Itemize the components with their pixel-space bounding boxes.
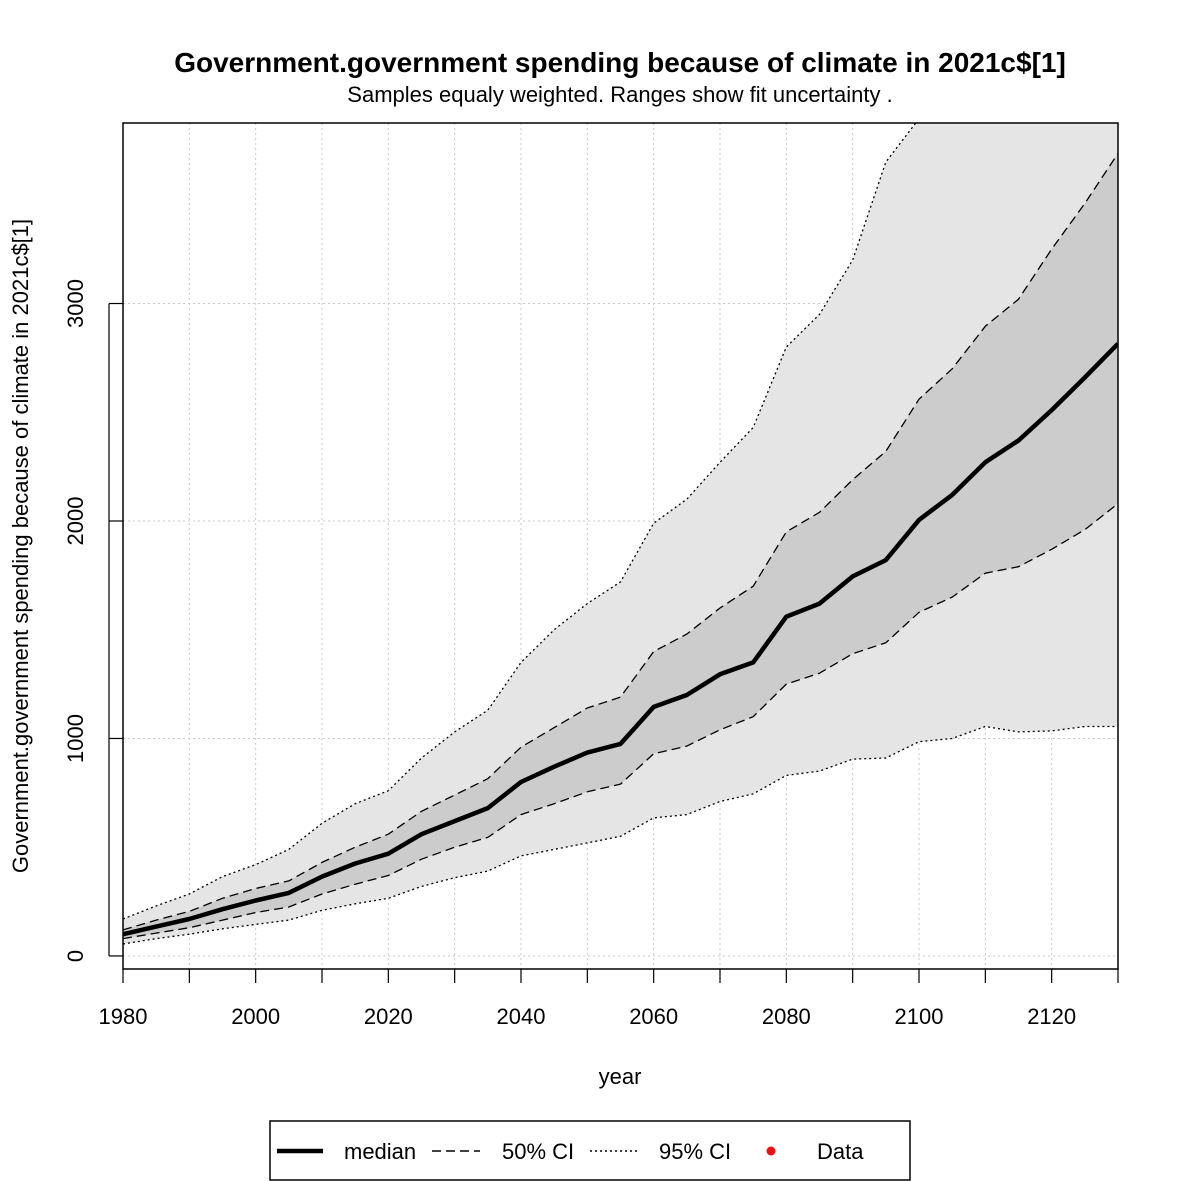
y-axis: 0 1000 2000 3000 [63,279,123,962]
legend-data-label: Data [817,1139,864,1164]
y-tick-label: 0 [63,950,88,962]
x-tick-label: 1980 [99,1004,148,1029]
legend-data-swatch [766,1146,776,1156]
chart-title: Government.government spending because o… [174,47,1066,78]
plot-frame [122,122,1119,970]
series-50ci-line [123,153,1118,931]
legend-95ci-label: 95% CI [659,1139,731,1164]
ci-bands [123,123,1118,944]
x-axis-label: year [599,1064,642,1089]
x-tick-label: 2100 [895,1004,944,1029]
x-tick-label: 2080 [762,1004,811,1029]
series-median-line [123,342,1118,937]
series-lines [123,123,1118,945]
band-50ci [123,153,1118,939]
legend-median-label: median [344,1139,416,1164]
x-tick-label: 2060 [629,1004,678,1029]
y-tick-label: 2000 [63,497,88,546]
legend-50ci-label: 50% CI [502,1139,574,1164]
legend: median 50% CI 95% CI Data [269,1120,911,1181]
series-50ci-line [123,503,1118,940]
x-tick-label: 2020 [364,1004,413,1029]
x-axis: 1980 2000 2020 2040 2060 2080 2100 2120 [99,969,1119,1029]
series-95ci-line [123,725,1118,945]
x-tick-label: 2120 [1027,1004,1076,1029]
series-95ci-line [123,123,917,920]
x-tick-label: 2000 [231,1004,280,1029]
band-95ci [123,123,1118,944]
x-tick-label: 2040 [497,1004,546,1029]
chart-subtitle: Samples equaly weighted. Ranges show fit… [347,82,892,107]
y-axis-label: Government.government spending because o… [8,219,33,873]
y-tick-label: 3000 [63,279,88,328]
y-tick-label: 1000 [63,714,88,763]
